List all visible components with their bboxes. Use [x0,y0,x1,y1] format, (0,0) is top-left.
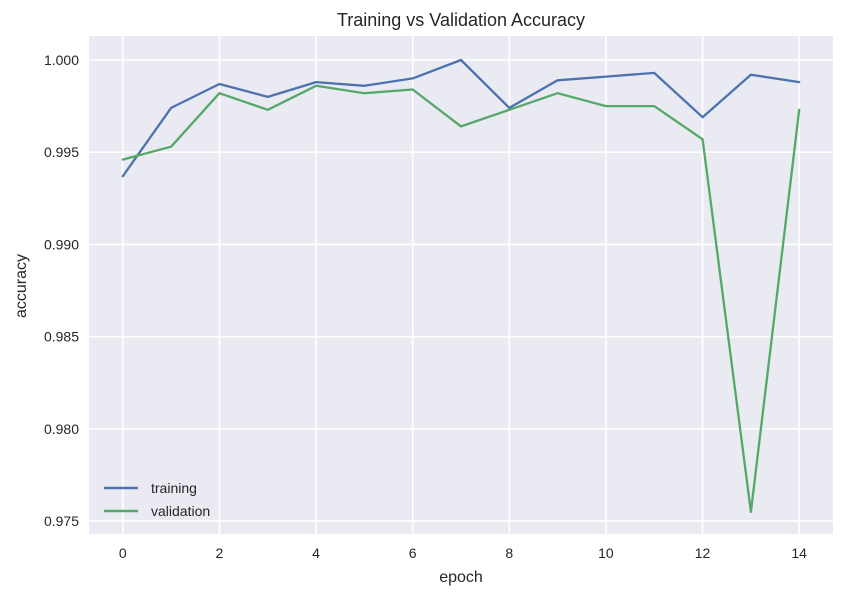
x-tick-label: 10 [598,545,614,561]
x-tick-labels: 0 2 4 6 8 10 12 14 [119,545,807,561]
legend: training validation [104,480,210,519]
legend-label-validation: validation [151,503,210,519]
y-tick-label: 1.000 [44,52,79,68]
series-lines [121,58,801,514]
legend-label-training: training [151,480,197,496]
y-tick-label: 0.975 [44,513,79,529]
x-tick-label: 2 [216,545,224,561]
y-tick-label: 0.980 [44,421,79,437]
y-tick-label: 0.990 [44,236,79,252]
x-tick-label: 8 [505,545,513,561]
x-tick-label: 0 [119,545,127,561]
y-tick-label: 0.995 [44,144,79,160]
plot-background [89,36,833,534]
x-tick-label: 12 [695,545,711,561]
x-tick-label: 4 [312,545,320,561]
y-tick-labels: 0.975 0.980 0.985 0.990 0.995 1.000 [44,52,79,529]
y-tick-label: 0.985 [44,329,79,345]
series-line-validation [121,84,801,514]
x-tick-label: 6 [409,545,417,561]
x-tick-label: 14 [791,545,807,561]
series-line-training [121,58,801,178]
y-axis-label: accuracy [13,254,30,318]
chart-title: Training vs Validation Accuracy [337,10,585,30]
x-axis-label: epoch [439,569,483,586]
